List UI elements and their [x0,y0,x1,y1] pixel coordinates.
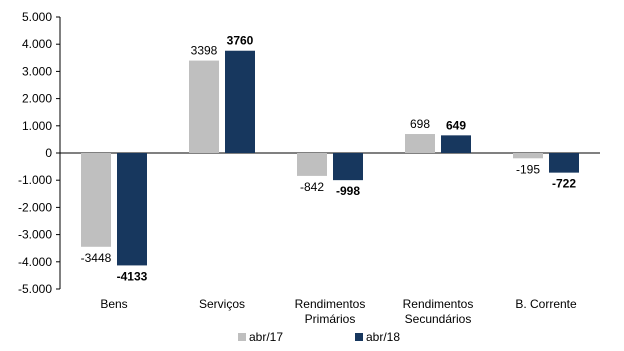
legend-label: abr/17 [249,330,283,344]
y-tick-label: 3.000 [22,64,52,78]
data-label: -195 [516,162,540,176]
y-tick-label: 1.000 [22,119,52,133]
legend-swatch [238,333,246,341]
bar-abr-18 [225,50,255,154]
bar-abr-18 [333,153,363,181]
x-tick-label: Rendimentos Secundários [403,297,474,326]
chart-bars [81,50,579,266]
bar-abr-17 [405,134,435,153]
bar-abr-17 [81,153,111,247]
x-tick-label: Rendimentos Primários [295,297,366,326]
data-label: -4133 [117,269,148,283]
data-label: -842 [300,180,324,194]
x-tick-label: Serviços [199,297,245,311]
y-tick-label: -2.000 [18,200,52,214]
data-label: -3448 [81,251,112,265]
data-label: -722 [552,177,576,191]
y-tick-label: 2.000 [22,92,52,106]
x-tick-label: B. Corrente [515,297,577,311]
legend-label: abr/18 [366,330,400,344]
bar-abr-17 [189,60,219,153]
bar-abr-18 [549,153,579,173]
chart-axes: -5.000 -4.000 -3.000 -2.000 -1.000 0 1.000 2.00… [18,10,600,326]
x-tick-label: Bens [100,297,127,311]
y-tick-label: -4.000 [18,255,52,269]
y-tick-label: -3.000 [18,228,52,242]
bar-abr-18 [441,135,471,153]
y-tick-label: -1.000 [18,173,52,187]
y-tick-label: 4.000 [22,37,52,51]
y-tick-label: -5.000 [18,282,52,296]
data-label: 3398 [191,44,218,58]
data-label: 3760 [227,34,254,48]
bar-abr-18 [117,153,147,266]
y-tick-label: 0 [45,146,52,160]
bar-abr-17 [513,153,543,159]
data-label: -998 [336,184,360,198]
bar-abr-17 [297,153,327,176]
chart-legend: abr/17 abr/18 [238,330,400,344]
data-label: 698 [410,117,430,131]
y-tick-label: 5.000 [22,10,52,24]
legend-swatch [355,333,363,341]
data-label: 649 [446,118,466,132]
chart-data-labels: -3448 -4133 3398 3760 -842 -998 698 649 -195 -722 [81,34,577,284]
